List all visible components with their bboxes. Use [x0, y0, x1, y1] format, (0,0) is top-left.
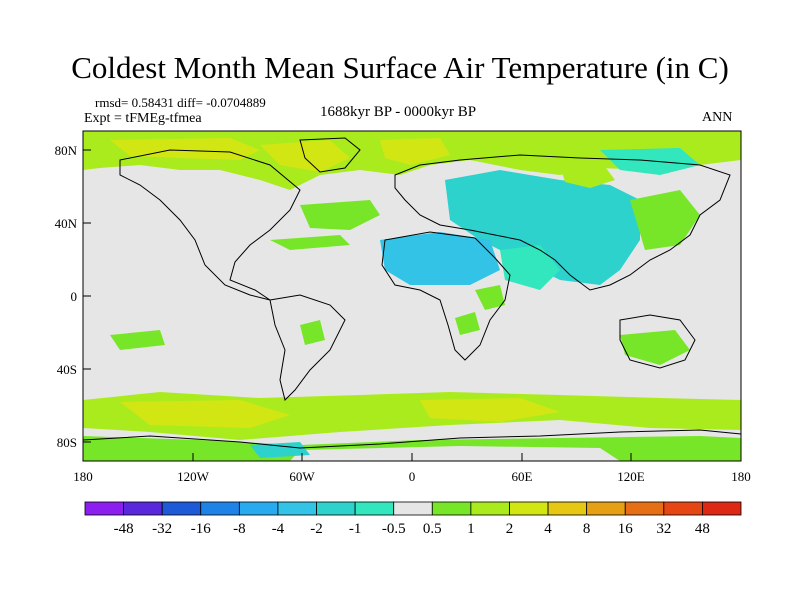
x-tick-label: 0: [409, 469, 416, 484]
greenland-coast: [299, 137, 361, 173]
colorbar-swatch: [431, 501, 472, 516]
y-tick-label: 40S: [57, 362, 77, 377]
x-tick-label: 60E: [512, 469, 533, 484]
x-tick-label: 180: [73, 469, 93, 484]
y-tick-labels: 80N 40N 0 40S 80S: [55, 143, 78, 450]
x-tick-label: 120W: [177, 469, 210, 484]
axis-ticks: [82, 149, 742, 461]
colorbar-swatch: [161, 501, 202, 516]
chart-title: Coldest Month Mean Surface Air Temperatu…: [71, 50, 729, 85]
east-africa-green: [475, 285, 505, 310]
colorbar-label: -48: [114, 521, 134, 537]
siberia-green: [560, 160, 615, 188]
x-tick-label: 60W: [289, 469, 315, 484]
south-america-coast: [269, 294, 346, 401]
colorbar-label: 0.5: [423, 521, 442, 537]
colorbar-swatch: [663, 501, 703, 516]
sahara-cool-region: [380, 232, 500, 285]
anomaly-field: [83, 131, 741, 461]
colorbar-swatch: [277, 501, 317, 516]
east-asia-green: [630, 190, 700, 250]
southern-africa-green: [455, 312, 480, 335]
colorbar-swatch: [200, 501, 240, 516]
colorbar-labels: -48 -32 -16 -8 -4 -2 -1 -0.5 0.5 1 2 4 8 16 32 48: [114, 521, 710, 537]
colorbar-label: 1: [467, 521, 475, 537]
okhotsk-cyan-patch: [600, 148, 700, 175]
colorbar-swatch: [547, 501, 588, 516]
y-tick-label: 80S: [57, 435, 77, 450]
colorbar-label: 2: [506, 521, 514, 537]
colorbar-swatch: [238, 501, 279, 516]
colorbar-swatch: [624, 501, 665, 516]
southern-ocean-yellow: [120, 400, 290, 428]
colorbar-label: -16: [191, 521, 211, 537]
colorbar-label: 48: [695, 521, 710, 537]
north-america-coast: [119, 149, 301, 301]
period-label: 1688kyr BP - 0000kyr BP: [320, 104, 477, 120]
antarctic-cyan: [250, 442, 310, 458]
eurasia-cool-region: [445, 170, 640, 285]
colorbar-swatch: [123, 501, 163, 516]
europe-asia-coast: [394, 154, 731, 291]
north-atlantic-green: [300, 200, 380, 230]
colorbar-label: -8: [233, 521, 246, 537]
colorbar-label: 32: [656, 521, 671, 537]
colorbar-swatch: [702, 501, 742, 516]
coastlines: [83, 137, 741, 449]
colorbar-swatch: [393, 501, 433, 516]
south-america-green: [300, 320, 325, 345]
colorbar-label: 16: [618, 521, 634, 537]
colorbar-swatch: [509, 501, 549, 516]
colorbar: [84, 501, 742, 516]
colorbar-swatch: [84, 501, 124, 516]
season-label: ANN: [702, 110, 733, 125]
x-tick-label: 120E: [617, 469, 645, 484]
antarctic-interior: [290, 446, 620, 461]
colorbar-label: 8: [583, 521, 591, 537]
colorbar-label: -32: [152, 521, 172, 537]
southern-ocean-yellow-east: [420, 398, 560, 422]
x-tick-labels: 180 120W 60W 0 60E 120E 180: [73, 469, 751, 484]
x-tick-label: 180: [731, 469, 751, 484]
rmsd-diff-label: rmsd= 0.58431 diff= -0.0704889: [95, 95, 266, 110]
y-tick-label: 40N: [55, 216, 78, 231]
arabia-cool-region: [500, 245, 560, 290]
greenland-yellow-patch: [260, 140, 350, 172]
south-pacific-green: [110, 330, 165, 350]
antarctica-coast: [83, 429, 741, 449]
experiment-label: Expt = tFMEg-tfmea: [84, 111, 202, 126]
colorbar-swatch: [316, 501, 356, 516]
barents-yellow-patch: [380, 138, 450, 165]
atlantic-green-band: [270, 235, 350, 250]
y-tick-label: 0: [71, 289, 78, 304]
australia-green: [620, 330, 690, 365]
colorbar-swatch: [354, 501, 395, 516]
australia-coast: [619, 314, 696, 369]
colorbar-swatch: [470, 501, 510, 516]
colorbar-label: -4: [272, 521, 285, 537]
colorbar-label: -1: [349, 521, 362, 537]
colorbar-label: -0.5: [382, 521, 406, 537]
colorbar-label: -2: [310, 521, 323, 537]
y-tick-label: 80N: [55, 143, 78, 158]
africa-coast: [381, 231, 511, 361]
colorbar-swatch: [586, 501, 626, 516]
colorbar-label: 4: [544, 521, 552, 537]
